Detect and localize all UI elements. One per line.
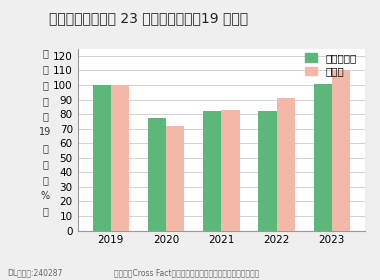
Text: 枚: 枚 (43, 96, 48, 106)
Bar (111, 85, 129, 230)
Bar (166, 126, 184, 230)
Text: 箌: 箌 (43, 80, 48, 90)
Bar (258, 111, 277, 230)
Bar (314, 83, 332, 230)
Text: 19: 19 (39, 127, 51, 137)
Text: 処: 処 (43, 48, 48, 58)
Bar (148, 118, 166, 230)
Text: %: % (41, 191, 50, 201)
Text: 小児科と耳鼻科の 23 年処方箌枚数（19 年比）: 小児科と耳鼻科の 23 年処方箌枚数（19 年比） (49, 11, 249, 25)
Text: 出典：「Cross Fact」（株式会社インテージリアルワールド）: 出典：「Cross Fact」（株式会社インテージリアルワールド） (114, 268, 260, 277)
Bar (277, 98, 295, 230)
Text: 数: 数 (43, 112, 48, 122)
Text: 年: 年 (43, 143, 48, 153)
Text: （: （ (43, 175, 48, 185)
Bar (203, 111, 221, 230)
Text: ）: ） (43, 207, 48, 216)
Text: 比: 比 (43, 159, 48, 169)
Bar (93, 85, 111, 230)
Bar (221, 110, 239, 230)
Legend: 耳鼻和喉科, 小児科: 耳鼻和喉科, 小児科 (301, 50, 360, 80)
Text: 方: 方 (43, 64, 48, 74)
Text: DLコード:240287: DLコード:240287 (8, 268, 63, 277)
Bar (332, 71, 350, 230)
